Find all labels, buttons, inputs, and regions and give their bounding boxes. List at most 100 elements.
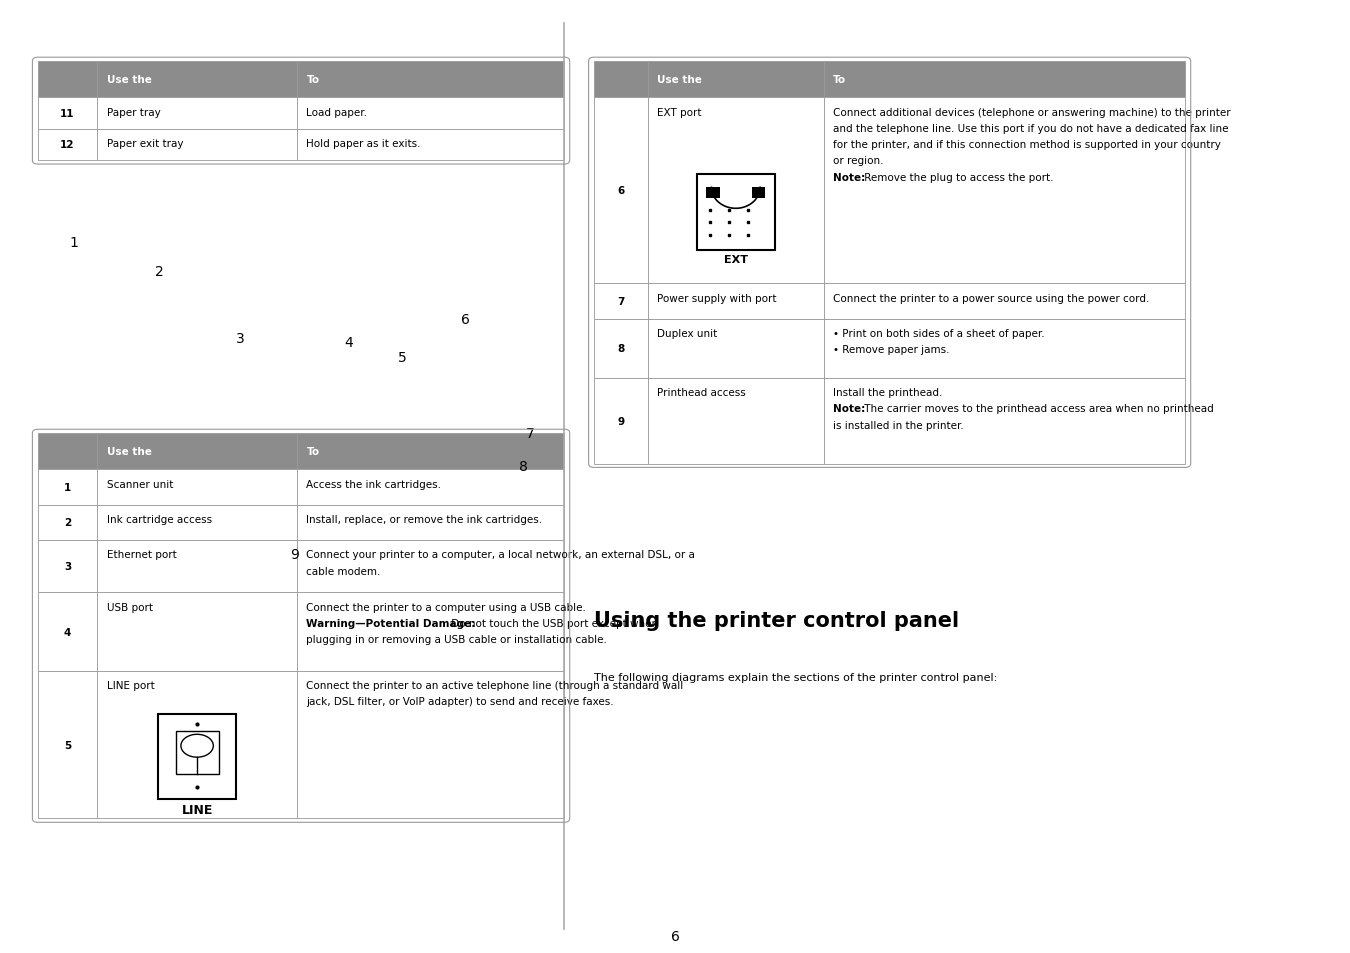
Bar (38, 98, 97, 130)
Text: 8: 8 (520, 460, 528, 474)
Bar (97, 671, 297, 819)
Text: 5: 5 (63, 740, 72, 750)
Text: 7: 7 (526, 427, 535, 440)
Bar (297, 62, 564, 98)
Text: 4: 4 (344, 336, 352, 350)
Text: Connect your printer to a computer, a local network, an external DSL, or a: Connect your printer to a computer, a lo… (306, 550, 695, 559)
Bar (594, 98, 648, 284)
Bar (824, 378, 1185, 464)
Text: Use the: Use the (107, 75, 151, 85)
Text: The carrier moves to the printhead access area when no printhead: The carrier moves to the printhead acces… (861, 404, 1214, 414)
Bar (97, 98, 297, 130)
Text: Power supply with port: Power supply with port (657, 294, 778, 303)
Bar (97, 470, 297, 505)
Bar (38, 593, 97, 671)
Bar (594, 284, 648, 319)
Text: 6: 6 (462, 313, 470, 326)
Text: Install, replace, or remove the ink cartridges.: Install, replace, or remove the ink cart… (306, 515, 543, 524)
Bar (297, 671, 564, 819)
Bar (594, 378, 648, 464)
Text: EXT port: EXT port (657, 108, 702, 117)
Bar (594, 62, 648, 98)
Bar (297, 540, 564, 593)
Text: for the printer, and if this connection method is supported in your country: for the printer, and if this connection … (833, 140, 1220, 150)
Bar (752, 188, 765, 199)
Bar (297, 505, 564, 540)
Text: 6: 6 (671, 929, 679, 943)
Text: 8: 8 (617, 344, 625, 354)
Text: LINE: LINE (181, 803, 213, 817)
Text: • Remove paper jams.: • Remove paper jams. (833, 345, 949, 355)
Text: Using the printer control panel: Using the printer control panel (594, 610, 958, 630)
Bar (176, 731, 219, 774)
Text: Access the ink cartridges.: Access the ink cartridges. (306, 479, 441, 489)
Text: Do not touch the USB port except when: Do not touch the USB port except when (448, 618, 659, 628)
Bar (648, 284, 824, 319)
Text: To: To (833, 75, 846, 85)
Text: cable modem.: cable modem. (306, 566, 381, 576)
Text: The following diagrams explain the sections of the printer control panel:: The following diagrams explain the secti… (594, 672, 998, 681)
Text: Connect the printer to an active telephone line (through a standard wall: Connect the printer to an active telepho… (306, 680, 683, 690)
Text: Connect additional devices (telephone or answering machine) to the printer: Connect additional devices (telephone or… (833, 108, 1231, 117)
Bar (697, 174, 775, 251)
Text: Ink cartridge access: Ink cartridge access (107, 515, 212, 524)
Text: 3: 3 (63, 561, 72, 572)
Text: Paper exit tray: Paper exit tray (107, 139, 184, 149)
Bar (97, 62, 297, 98)
Bar (38, 671, 97, 819)
Text: Connect the printer to a computer using a USB cable.: Connect the printer to a computer using … (306, 602, 586, 612)
Bar (297, 130, 564, 161)
Text: 6: 6 (617, 186, 625, 196)
Text: 1: 1 (63, 482, 72, 493)
Bar (97, 505, 297, 540)
Text: To: To (306, 75, 320, 85)
Text: Note:: Note: (833, 404, 865, 414)
Bar (297, 98, 564, 130)
Text: LINE port: LINE port (107, 680, 154, 690)
Bar (38, 130, 97, 161)
Bar (97, 593, 297, 671)
Text: 1: 1 (70, 236, 78, 250)
Text: To: To (306, 447, 320, 456)
Bar (824, 98, 1185, 284)
Text: Scanner unit: Scanner unit (107, 479, 173, 489)
Bar (824, 319, 1185, 378)
Bar (648, 319, 824, 378)
Text: Connect the printer to a power source using the power cord.: Connect the printer to a power source us… (833, 294, 1149, 303)
Text: or region.: or region. (833, 156, 883, 166)
Text: Hold paper as it exits.: Hold paper as it exits. (306, 139, 421, 149)
Text: Use the: Use the (657, 75, 702, 85)
Text: 3: 3 (236, 332, 244, 345)
Text: 9: 9 (290, 548, 298, 561)
Text: EXT: EXT (724, 254, 748, 264)
Bar (594, 319, 648, 378)
Text: Warning—Potential Damage:: Warning—Potential Damage: (306, 618, 475, 628)
Bar (38, 434, 97, 470)
Bar (297, 434, 564, 470)
Bar (648, 62, 824, 98)
Text: jack, DSL filter, or VoIP adapter) to send and receive faxes.: jack, DSL filter, or VoIP adapter) to se… (306, 697, 614, 706)
Text: Remove the plug to access the port.: Remove the plug to access the port. (861, 172, 1054, 182)
Text: plugging in or removing a USB cable or installation cable.: plugging in or removing a USB cable or i… (306, 635, 608, 644)
Text: Load paper.: Load paper. (306, 108, 367, 117)
Bar (38, 62, 97, 98)
Bar (158, 714, 236, 800)
Text: Printhead access: Printhead access (657, 388, 747, 397)
Text: • Print on both sides of a sheet of paper.: • Print on both sides of a sheet of pape… (833, 329, 1045, 338)
Text: 12: 12 (61, 140, 74, 151)
Bar (38, 540, 97, 593)
Bar (824, 284, 1185, 319)
Text: is installed in the printer.: is installed in the printer. (833, 420, 964, 430)
Text: and the telephone line. Use this port if you do not have a dedicated fax line: and the telephone line. Use this port if… (833, 124, 1228, 133)
Text: 4: 4 (63, 627, 72, 637)
Bar (706, 188, 720, 199)
Bar (648, 98, 824, 284)
Bar (648, 378, 824, 464)
Bar (824, 62, 1185, 98)
Text: Note:: Note: (833, 172, 865, 182)
Bar (38, 470, 97, 505)
Text: Ethernet port: Ethernet port (107, 550, 177, 559)
Text: 2: 2 (155, 265, 163, 278)
Text: Install the printhead.: Install the printhead. (833, 388, 942, 397)
Text: 2: 2 (63, 517, 72, 528)
